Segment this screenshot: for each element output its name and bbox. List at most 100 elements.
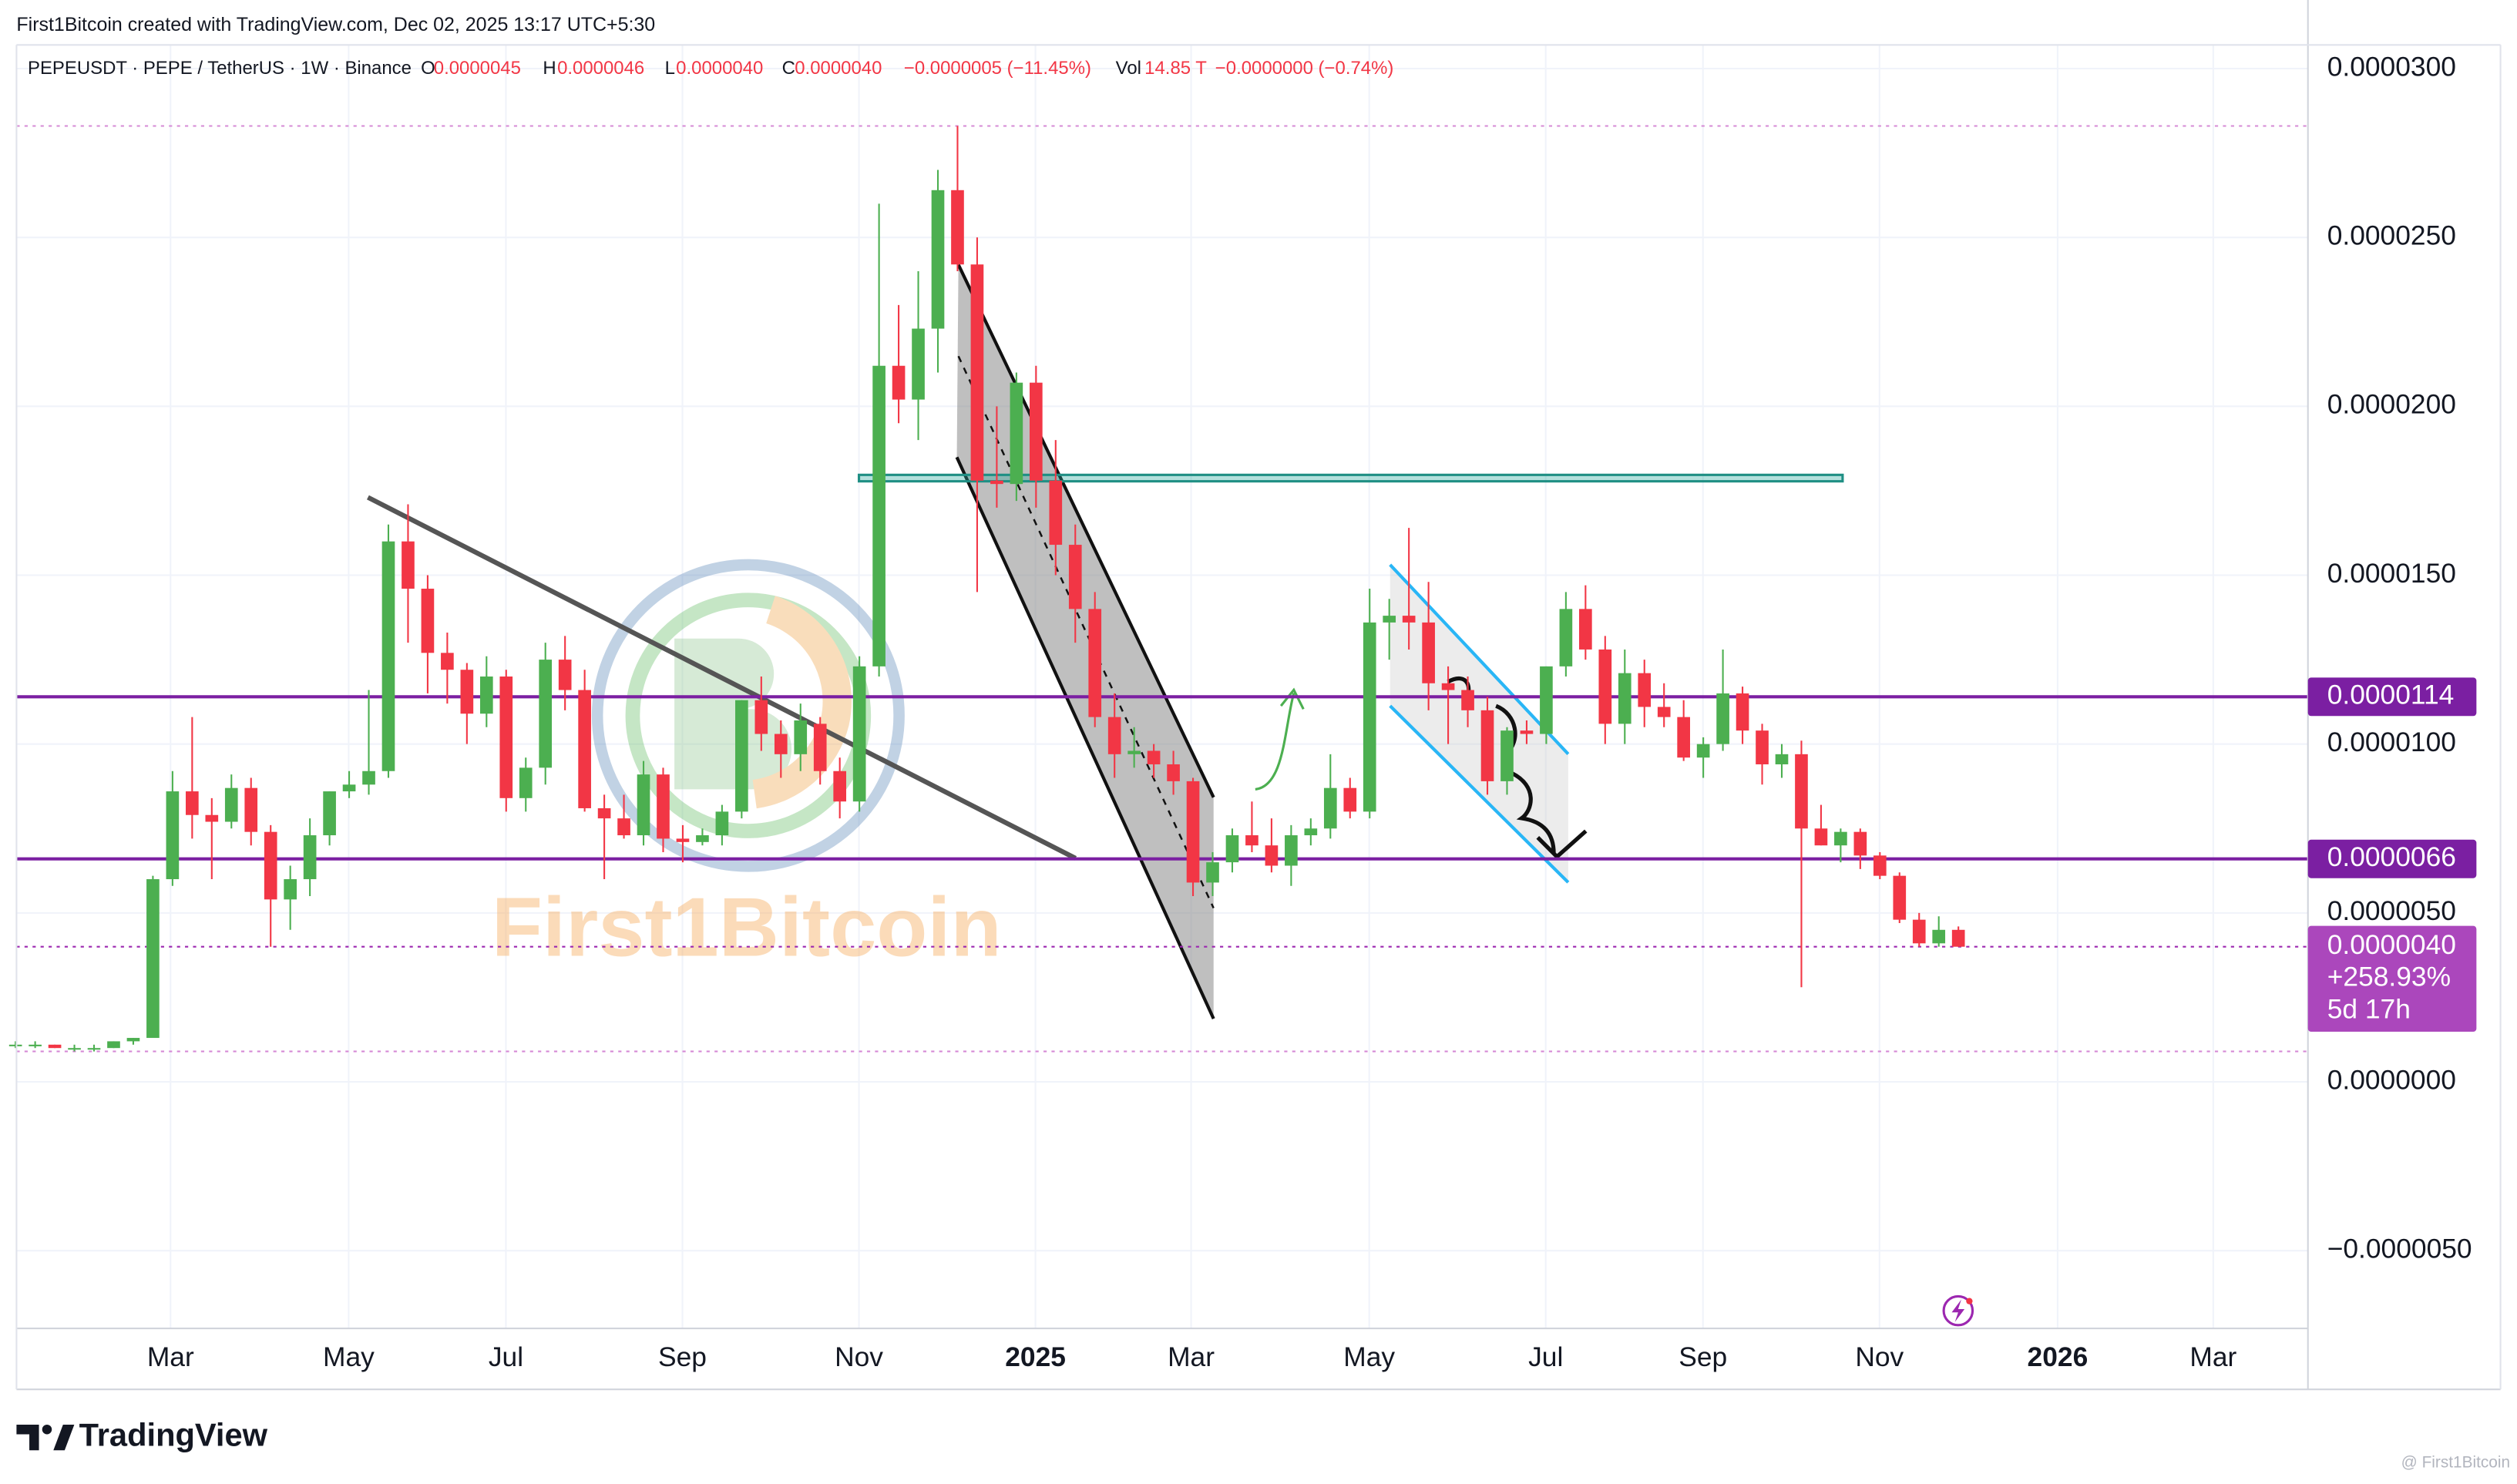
candle-body [1677,717,1690,758]
candle-body [1716,693,1729,744]
y-tick-label: 0.0000200 [2327,390,2456,420]
candle-body [1402,616,1416,623]
y-tick-label: 0.0000300 [2327,52,2456,82]
legend-key: C [782,58,795,79]
y-tick-label: 0.0000050 [2327,896,2456,926]
candle-body [872,365,885,666]
candle-body [578,690,591,808]
candle-body [1618,673,1632,724]
trend-line [366,495,1077,861]
candle-body [1265,845,1279,866]
candle-body [362,771,375,785]
legend-key: L [665,58,675,79]
candle-body [1520,730,1534,734]
legend-vol: 14.85 T [1144,58,1207,79]
candle-body [48,1044,62,1049]
last-price-box [2307,925,2477,1032]
candle-body [696,835,709,842]
legend-key: H [543,58,556,79]
channel-midline [957,355,1215,909]
last-price-label: 0.0000040 [2327,930,2456,960]
candle-body [1186,781,1200,883]
candle-body [460,670,474,714]
flag-line [1389,704,1570,884]
level-label: 0.0000066 [2327,842,2456,872]
candle-body [990,480,1003,485]
candle-body [1245,835,1258,846]
candle-body [735,700,748,812]
candle-body [381,541,395,771]
candle-body [1500,730,1514,781]
candle-body [1559,609,1573,666]
x-tick-label: May [323,1342,375,1372]
candle-body [1756,730,1769,764]
legend-key: O [421,58,435,79]
candle-body [833,771,847,802]
resistance-zone [857,473,1844,483]
candle-body [1167,764,1180,781]
axes: −0.0000050 0.0000000 0.0000050 0.0000100 0.0… [147,52,2477,1372]
legend-value: 0.0000040 [795,58,882,79]
x-tick-label: 2025 [1005,1342,1066,1372]
watermark-text: First1Bitcoin [492,880,1002,973]
candle-body [126,1038,140,1042]
last-price-change: +258.93% [2327,962,2451,992]
candle-body [1696,744,1710,758]
candle-body [1068,545,1082,609]
candle-body [754,700,768,734]
candle-body [107,1041,120,1049]
candle-body [1363,622,1376,812]
candle-body [1323,787,1337,829]
candle-body [1795,754,1808,829]
y-tick-label: 0.0000150 [2327,559,2456,589]
candle-body [1147,750,1161,764]
x-tick-label: Jul [1528,1342,1563,1372]
candle-body [1657,707,1671,717]
candle-body [1441,683,1455,690]
footer-brand: TradingView [79,1417,268,1453]
legend-vol-key: Vol [1116,58,1141,79]
legend-vol-change: −0.0000000 (−0.74%) [1215,58,1394,79]
levels [16,125,2308,1053]
candle-body [892,365,906,400]
candle-body [68,1048,81,1050]
candle-body [1579,609,1592,650]
candle-body [1814,828,1828,846]
black-arrow-head [1536,829,1588,860]
candle-body [1304,828,1318,836]
candle-body [186,791,199,815]
candle-body [441,653,454,670]
header: First1Bitcoin created with TradingView.c… [16,14,655,35]
candle-body [657,774,670,839]
candle-body [597,807,611,819]
legend-value: 0.0000040 [676,58,763,79]
level-label: 0.0000114 [2327,680,2455,710]
candle-body [146,879,160,1039]
candle-body [1030,382,1043,481]
candle-body [1834,831,1847,846]
x-tick-label: Jul [489,1342,523,1372]
candle-body [912,328,925,400]
candle-body [284,879,297,900]
candle-body [499,677,513,798]
candle-body [558,660,572,690]
legend-symbol: PEPEUSDT · PEPE / TetherUS · 1W · Binanc… [28,58,412,79]
candle-body [1422,622,1435,683]
y-tick-label: 0.0000250 [2327,221,2456,251]
channel-line [956,264,1215,798]
candle-body [479,677,493,714]
candle-body [715,811,729,836]
candle-body [402,541,415,589]
candle-body [1540,666,1553,734]
candle-body [1736,693,1749,731]
candle-body [676,838,690,842]
candle-body [813,724,827,771]
flag-line [1389,563,1570,756]
candle-body [951,190,964,265]
candle-body [794,720,808,754]
candle-body [87,1048,101,1050]
x-tick-label: 2026 [2028,1342,2089,1372]
x-tick-label: Mar [1168,1342,1215,1372]
